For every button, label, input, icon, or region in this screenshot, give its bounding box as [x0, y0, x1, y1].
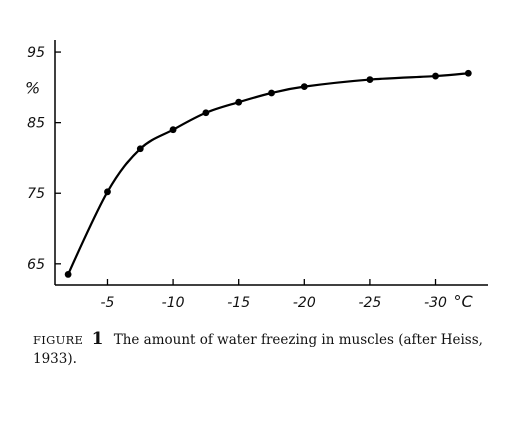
data-points — [64, 69, 472, 278]
data-point — [235, 98, 243, 106]
x-axis-ticks: -5 -10 -15 -20 -25 -30 — [101, 279, 447, 311]
x-tick-label: -15 — [227, 295, 250, 311]
y-axis-unit: % — [25, 78, 40, 97]
data-point — [464, 69, 472, 77]
y-tick-label: 65 — [27, 257, 45, 273]
figure-number: 1 — [91, 329, 104, 349]
figure-label: FIGURE — [33, 333, 84, 347]
data-point — [169, 126, 177, 134]
line-chart: 65 75 85 95 -5 -10 -15 -20 -25 -30 °C % — [25, 40, 488, 311]
x-tick-label: -10 — [162, 295, 185, 311]
data-point — [202, 109, 210, 117]
data-point — [136, 145, 144, 153]
x-tick-label: -5 — [101, 295, 115, 311]
data-point — [64, 271, 72, 278]
data-point — [432, 72, 439, 80]
x-tick-label: -20 — [293, 295, 316, 311]
y-tick-label: 95 — [27, 45, 45, 61]
data-point — [268, 89, 275, 97]
chart-axes — [54, 40, 488, 286]
x-axis-unit: °C — [454, 292, 474, 311]
caption-text: The amount of water freezing in muscles … — [33, 332, 483, 367]
data-point — [104, 188, 111, 196]
series-line — [67, 72, 469, 275]
y-tick-label: 75 — [27, 186, 45, 202]
x-tick-label: -30 — [424, 295, 447, 311]
figure-caption: FIGURE 1 The amount of water freezing in… — [33, 330, 493, 369]
y-tick-label: 85 — [27, 116, 45, 132]
data-point — [300, 83, 308, 91]
x-tick-label: -25 — [358, 295, 381, 311]
data-point — [366, 76, 374, 83]
y-axis-ticks: 65 75 85 95 — [27, 45, 61, 273]
